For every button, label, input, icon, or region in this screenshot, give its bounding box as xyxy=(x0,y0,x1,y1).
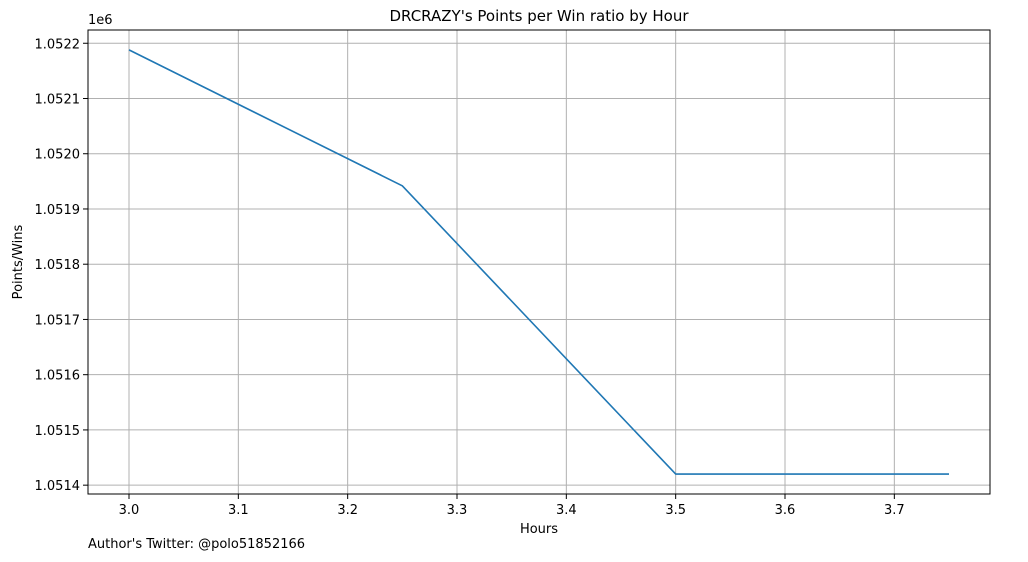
x-tick-label: 3.0 xyxy=(119,503,140,518)
x-tick-label: 3.5 xyxy=(665,503,686,518)
x-tick-label: 3.4 xyxy=(556,503,577,518)
x-axis-label: Hours xyxy=(520,522,558,537)
y-tick-label: 1.0516 xyxy=(35,369,81,384)
axes-frame xyxy=(87,29,991,495)
x-tick-label: 3.3 xyxy=(447,503,468,518)
x-tick-label: 3.7 xyxy=(884,503,905,518)
y-offset-label: 1e6 xyxy=(88,13,113,28)
y-tick-label: 1.0520 xyxy=(35,148,81,163)
y-tick-label: 1.0515 xyxy=(35,424,81,439)
author-twitter-note: Author's Twitter: @polo51852166 xyxy=(88,537,306,552)
y-tick-label: 1.0522 xyxy=(35,37,81,52)
axis-ticks: 3.0 3.1 3.2 3.3 3.4 3.5 3.6 3.7 1.0514 1.0515 1.05… xyxy=(35,37,905,518)
y-axis-label: Points/Wins xyxy=(11,224,26,299)
grid-lines xyxy=(88,30,990,494)
y-tick-label: 1.0519 xyxy=(35,203,81,218)
y-tick-label: 1.0518 xyxy=(35,258,81,273)
series-line xyxy=(128,49,949,475)
y-tick-label: 1.0521 xyxy=(35,92,81,107)
y-tick-label: 1.0517 xyxy=(35,313,81,328)
x-tick-label: 3.1 xyxy=(228,503,249,518)
chart-title: DRCRAZY's Points per Win ratio by Hour xyxy=(389,7,689,25)
y-tick-label: 1.0514 xyxy=(35,479,81,494)
x-tick-label: 3.6 xyxy=(775,503,796,518)
plot-area xyxy=(128,49,949,475)
x-tick-label: 3.2 xyxy=(337,503,358,518)
